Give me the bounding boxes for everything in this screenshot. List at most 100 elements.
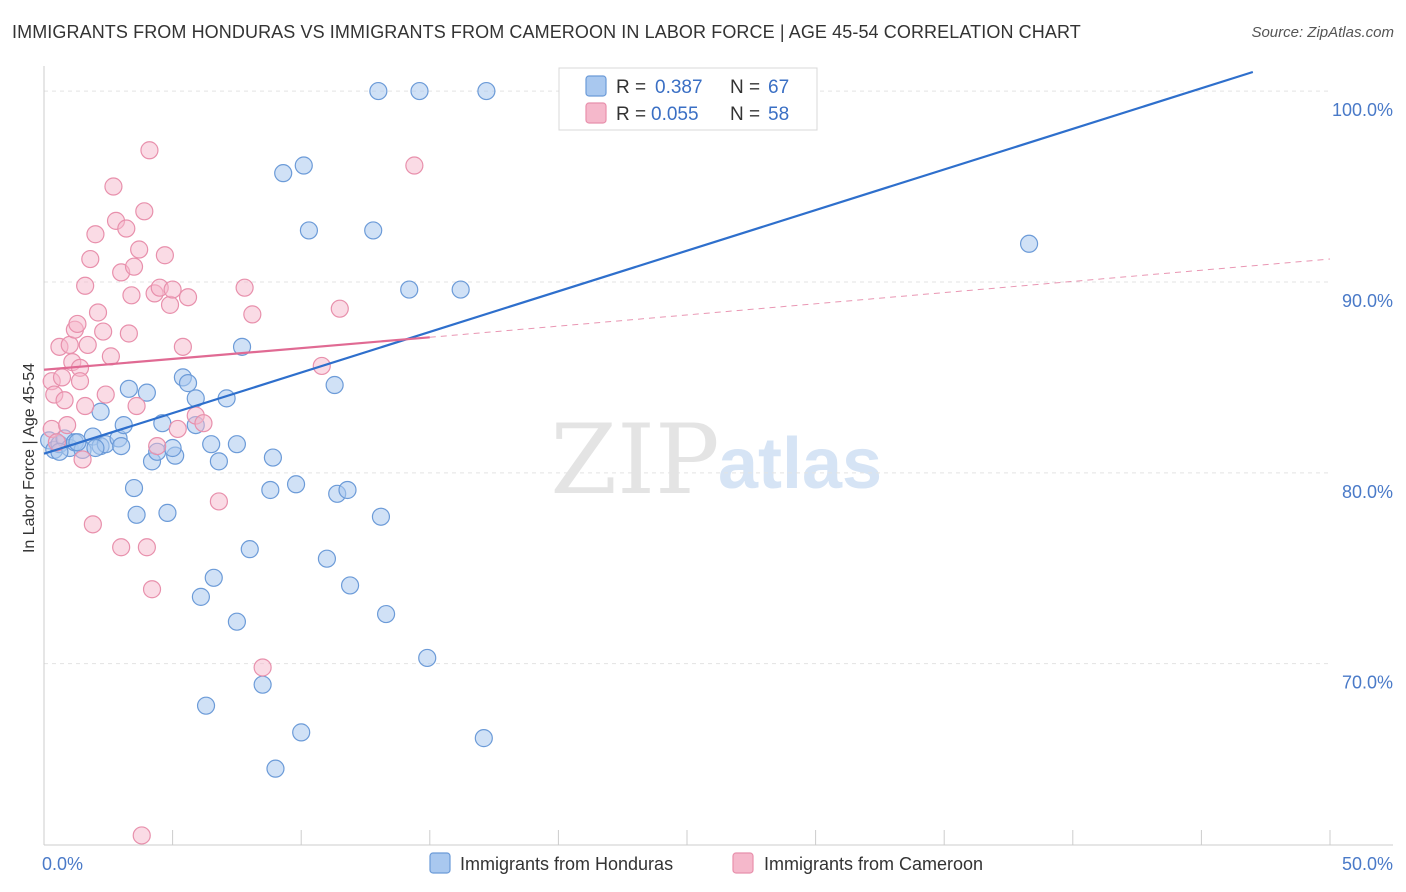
point-honduras (451, 280, 470, 299)
point-honduras (124, 478, 144, 498)
point-honduras (119, 379, 138, 398)
point-honduras (158, 503, 177, 522)
point-honduras (178, 374, 198, 393)
point-honduras (232, 337, 252, 356)
point-honduras (1019, 234, 1039, 253)
point-cameroon (122, 286, 141, 305)
legend-box: R = 0.387 N = 67 R = 0.055 N = 58 (558, 67, 818, 131)
point-honduras (91, 402, 110, 421)
point-cameroon (81, 249, 100, 269)
point-cameroon (178, 288, 198, 307)
point-cameroon (168, 419, 187, 439)
point-honduras (299, 221, 319, 240)
point-cameroon (83, 515, 102, 534)
series-cameroon-points (42, 141, 424, 845)
point-honduras (227, 612, 246, 631)
bottom-legend-swatch-honduras (429, 852, 451, 874)
point-cameroon (68, 314, 87, 334)
point-honduras (410, 81, 429, 101)
legend-r-label: R = (616, 104, 646, 125)
point-honduras (86, 438, 105, 458)
point-cameroon (94, 322, 113, 341)
point-honduras (371, 507, 391, 526)
point-cameroon (60, 335, 79, 355)
point-honduras (196, 696, 216, 715)
y-tick-label: 90.0% (1342, 291, 1393, 311)
point-cameroon (243, 305, 262, 324)
trend-line-cameroon (43, 336, 430, 371)
point-honduras (274, 164, 293, 183)
watermark-zip: ZIP (550, 404, 719, 516)
y-axis-label: In Labor Force | Age 45-54 (21, 363, 38, 553)
point-honduras (376, 604, 396, 624)
point-cameroon (127, 396, 146, 416)
point-honduras (227, 435, 246, 454)
point-honduras (340, 576, 360, 595)
point-honduras (325, 375, 344, 395)
bottom-legend-swatch-cameroon (732, 852, 754, 874)
point-cameroon (130, 240, 149, 259)
point-honduras (338, 480, 357, 500)
bottom-legend-label-honduras: Immigrants from Honduras (460, 854, 673, 874)
point-cameroon (78, 335, 97, 355)
trend-line-honduras (43, 70, 1254, 455)
trend-lines (43, 70, 1331, 455)
point-honduras (292, 723, 311, 742)
point-honduras (364, 221, 383, 240)
point-honduras (240, 540, 259, 559)
legend-swatch-pink (585, 102, 607, 124)
y-tick-label: 100.0% (1332, 100, 1393, 120)
x-tick-label: 50.0% (1342, 854, 1393, 874)
point-cameroon (137, 538, 156, 557)
point-honduras (253, 675, 272, 694)
legend-n-value-pink: 58 (768, 104, 789, 125)
point-cameroon (117, 219, 136, 238)
point-cameroon (73, 450, 92, 469)
point-honduras (204, 568, 223, 587)
source-credit: Source: ZipAtlas.com (1251, 24, 1394, 41)
point-cameroon (194, 414, 213, 433)
bottom-legend-label-cameroon: Immigrants from Cameroon (764, 854, 983, 874)
point-cameroon (52, 368, 72, 387)
point-honduras (294, 156, 313, 175)
legend-n-value-blue: 67 (768, 77, 789, 98)
point-honduras (209, 452, 228, 471)
watermark-atlas: atlas (718, 424, 882, 504)
point-cameroon (119, 324, 138, 343)
point-cameroon (76, 396, 95, 416)
point-honduras (400, 280, 419, 299)
point-cameroon (86, 225, 105, 244)
point-cameroon (209, 492, 228, 511)
point-cameroon (142, 580, 162, 599)
y-tick-labels: 70.0% 80.0% 90.0% 100.0% (1332, 100, 1393, 693)
point-honduras (112, 436, 131, 456)
point-cameroon (104, 177, 123, 196)
point-cameroon (135, 202, 154, 221)
point-cameroon (132, 826, 151, 845)
point-cameroon (148, 436, 167, 456)
point-honduras (191, 587, 210, 606)
legend-swatch-blue (585, 75, 607, 97)
legend-r-value-pink: 0.055 (651, 104, 699, 125)
point-honduras (137, 383, 156, 402)
point-cameroon (70, 372, 90, 391)
legend-r-value-blue: 0.387 (655, 77, 703, 98)
y-tick-label: 80.0% (1342, 482, 1393, 502)
point-honduras (263, 448, 283, 467)
point-cameroon (55, 391, 74, 410)
point-cameroon (173, 337, 192, 356)
axes (43, 66, 1393, 846)
point-cameroon (163, 280, 182, 299)
point-cameroon (112, 538, 131, 557)
point-honduras (474, 729, 493, 748)
point-honduras (317, 549, 337, 568)
point-cameroon (140, 141, 159, 160)
point-cameroon (124, 257, 144, 276)
point-cameroon (253, 658, 272, 677)
trend-line-cameroon-extension (429, 258, 1331, 338)
point-honduras (266, 759, 285, 778)
legend-n-label: N = (730, 77, 760, 98)
legend-n-label: N = (730, 104, 760, 125)
point-honduras (286, 475, 306, 494)
